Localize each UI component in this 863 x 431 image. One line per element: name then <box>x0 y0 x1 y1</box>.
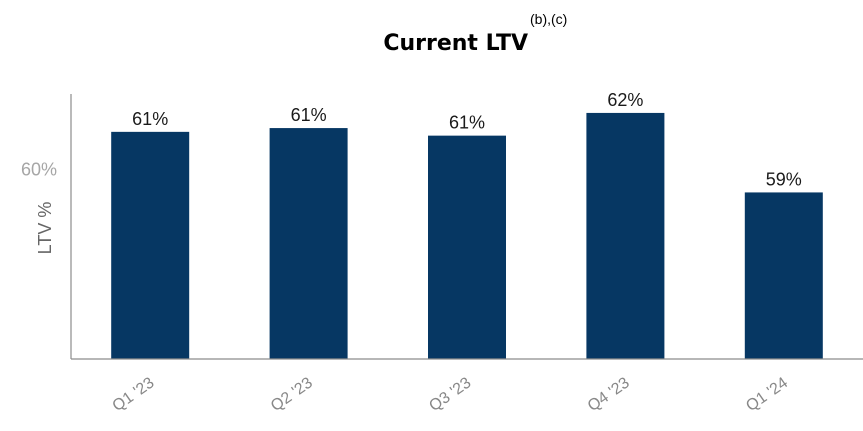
bars-group <box>111 112 823 359</box>
x-tick-label-3: Q3 '23 <box>426 374 474 415</box>
data-label-5: 59% <box>766 169 802 189</box>
chart-title: Current LTV (b),(c) <box>383 11 567 56</box>
y-axis-label: LTV % <box>35 202 55 255</box>
bar-1 <box>111 131 190 359</box>
chart-title-superscript: (b),(c) <box>530 11 567 27</box>
data-label-3: 61% <box>449 113 485 133</box>
chart-title-text: Current LTV <box>383 31 528 56</box>
data-label-4: 62% <box>607 90 643 110</box>
x-tick-label-5: Q1 '24 <box>743 374 791 415</box>
bar-5 <box>744 192 823 359</box>
bar-3 <box>428 135 506 359</box>
data-labels-group: 61% 61% 61% 62% 59% <box>132 90 802 190</box>
x-tick-labels-group: Q1 '23 Q2 '23 Q3 '23 Q4 '23 Q1 '24 <box>110 374 792 415</box>
x-tick-label-2: Q2 '23 <box>268 374 316 415</box>
x-tick-label-1: Q1 '23 <box>110 374 158 415</box>
data-label-2: 61% <box>291 105 327 125</box>
bar-4 <box>586 112 665 359</box>
x-tick-label-4: Q4 '23 <box>585 374 633 415</box>
data-label-1: 61% <box>132 109 168 129</box>
y-ticks-group: 60% <box>21 160 57 180</box>
bar-2 <box>269 128 348 359</box>
y-tick-label-1: 60% <box>21 160 57 180</box>
